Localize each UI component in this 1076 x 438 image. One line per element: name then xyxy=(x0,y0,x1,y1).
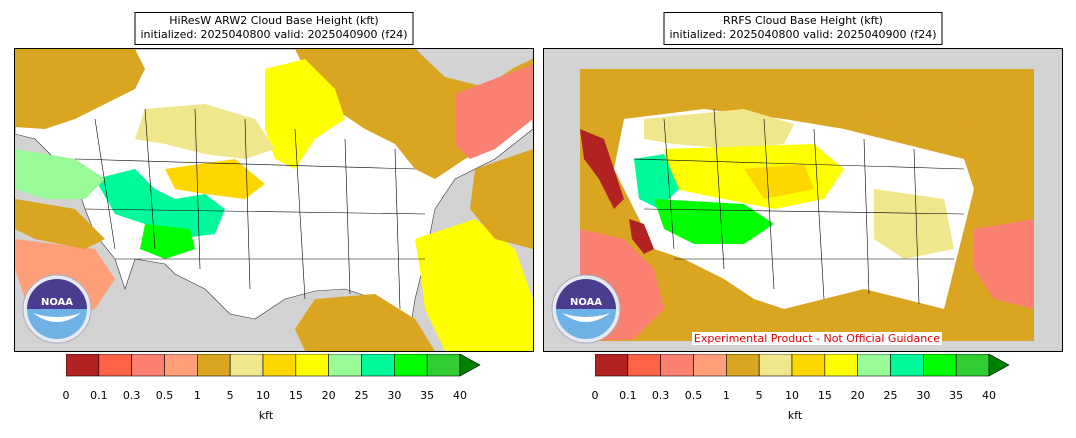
colorbar-bin xyxy=(890,354,924,377)
panel-title-line2: initialized: 2025040800 valid: 202504090… xyxy=(140,28,408,41)
colorbar-bin xyxy=(857,354,891,377)
colorbar-bin xyxy=(726,354,760,377)
colorbar-bin xyxy=(791,354,826,377)
colorbar-tick-label: 15 xyxy=(817,389,832,402)
cloud-field-yellow xyxy=(265,59,345,169)
colorbar-tick-label: 40 xyxy=(453,389,467,402)
cloud-field-khaki xyxy=(874,189,954,259)
colorbar-tick-label: 0.1 xyxy=(619,389,637,402)
colorbar-unit: kft xyxy=(787,409,803,422)
colorbar-tick-label: 0.3 xyxy=(651,389,670,402)
colorbar: 0 0.1 0.3 0.5 1 5 10 15 20 25 30 35 40 kft xyxy=(592,354,1015,422)
colorbar: 0 0.1 0.3 0.5 1 5 10 15 20 25 30 35 40 kft xyxy=(63,354,486,422)
colorbar-bins xyxy=(595,354,1010,377)
colorbar-bin xyxy=(98,354,132,377)
cloud-field-lime xyxy=(654,199,774,244)
colorbar-tick-label: 5 xyxy=(755,389,763,402)
colorbar-bin xyxy=(295,354,329,377)
colorbar-bins xyxy=(66,354,481,377)
cloud-field-salmon xyxy=(455,64,533,159)
cloud-field-goldenrod xyxy=(15,49,145,129)
colorbar-bin xyxy=(660,354,694,377)
panel-title-line1: HiResW ARW2 Cloud Base Height (kft) xyxy=(169,14,379,27)
colorbar-extend-arrow xyxy=(459,354,481,377)
colorbar-tick-label: 0 xyxy=(62,389,70,402)
colorbar-bin xyxy=(229,354,264,377)
colorbar-bin xyxy=(627,354,661,377)
colorbar-tick-label: 20 xyxy=(321,389,336,402)
colorbar-tick-label: 5 xyxy=(226,389,234,402)
colorbar-bin xyxy=(426,354,461,377)
cloud-field-goldenrod xyxy=(844,69,984,139)
colorbar-bin xyxy=(758,354,793,377)
cloud-field-salmon xyxy=(974,219,1034,309)
colorbar-bin xyxy=(328,354,362,377)
disclaimer-label: Experimental Product - Not Official Guid… xyxy=(691,332,942,345)
map-frame: NOAA Experimental Product - Not Official… xyxy=(543,48,1063,352)
cloud-field-yellow xyxy=(415,219,533,351)
colorbar-tick-label: 15 xyxy=(288,389,303,402)
cloud-field-goldenrod xyxy=(295,294,435,351)
colorbar-tick-label: 10 xyxy=(785,389,799,402)
colorbar-tick-label: 0.5 xyxy=(684,389,703,402)
colorbar-tick-label: 35 xyxy=(420,389,435,402)
colorbar-tick-label: 0 xyxy=(591,389,599,402)
cloud-field-firebrick xyxy=(580,129,624,209)
state-borders xyxy=(74,108,426,310)
panel-title-line2: initialized: 2025040800 valid: 202504090… xyxy=(669,28,937,41)
colorbar-bin xyxy=(197,354,231,377)
colorbar-ticks: 0 0.1 0.3 0.5 1 5 10 15 20 25 30 35 40 xyxy=(591,389,997,403)
colorbar-tick-label: 0.5 xyxy=(155,389,174,402)
map-frame: NOAA xyxy=(14,48,534,352)
cloud-field-palegreen xyxy=(15,149,105,199)
cloud-field-firebrick xyxy=(629,219,654,254)
colorbar-bin xyxy=(595,354,629,377)
colorbar-tick-label: 30 xyxy=(387,389,402,402)
svg-text:NOAA: NOAA xyxy=(41,297,73,308)
colorbar-bin xyxy=(361,354,395,377)
colorbar-bin xyxy=(693,354,727,377)
noaa-logo: NOAA xyxy=(22,274,92,344)
colorbar-tick-label: 0.1 xyxy=(90,389,108,402)
colorbar-extend-arrow xyxy=(988,354,1010,377)
colorbar-tick-label: 0.3 xyxy=(122,389,141,402)
colorbar-tick-label: 1 xyxy=(722,389,730,402)
right-panel: RRFS Cloud Base Height (kft) initialized… xyxy=(543,0,1063,438)
cloud-field-gold xyxy=(744,164,814,199)
svg-text:NOAA: NOAA xyxy=(570,297,602,308)
panel-title: HiResW ARW2 Cloud Base Height (kft) init… xyxy=(134,12,414,45)
colorbar-bin xyxy=(164,354,198,377)
colorbar-bin xyxy=(131,354,165,377)
cloud-field-khaki xyxy=(135,104,275,159)
colorbar-tick-label: 25 xyxy=(354,389,369,402)
colorbar-tick-label: 10 xyxy=(256,389,270,402)
cloud-field-green xyxy=(95,169,225,239)
colorbar-tick-label: 30 xyxy=(916,389,931,402)
colorbar-tick-label: 35 xyxy=(949,389,964,402)
colorbar-bin xyxy=(394,354,428,377)
colorbar-bin xyxy=(66,354,100,377)
hiresw-map xyxy=(15,49,533,351)
colorbar-tick-label: 25 xyxy=(883,389,898,402)
colorbar-unit: kft xyxy=(258,409,274,422)
colorbar-bin xyxy=(824,354,858,377)
cloud-field-gold xyxy=(165,159,265,199)
panel-title-line1: RRFS Cloud Base Height (kft) xyxy=(723,14,883,27)
colorbar-tick-label: 20 xyxy=(850,389,865,402)
colorbar-ticks: 0 0.1 0.3 0.5 1 5 10 15 20 25 30 35 40 xyxy=(62,389,468,403)
colorbar-tick-label: 1 xyxy=(193,389,201,402)
rrfs-map xyxy=(544,49,1062,351)
state-borders xyxy=(633,108,965,305)
colorbar-bin xyxy=(262,354,297,377)
colorbar-bin xyxy=(955,354,990,377)
cloud-field-khaki xyxy=(644,109,794,149)
cloud-field-goldenrod xyxy=(15,199,105,249)
colorbar-bin xyxy=(923,354,957,377)
cloud-field-goldenrod xyxy=(470,149,533,249)
panel-title: RRFS Cloud Base Height (kft) initialized… xyxy=(663,12,943,45)
noaa-logo: NOAA xyxy=(551,274,621,344)
colorbar-tick-label: 40 xyxy=(982,389,996,402)
left-panel: HiResW ARW2 Cloud Base Height (kft) init… xyxy=(14,0,534,438)
